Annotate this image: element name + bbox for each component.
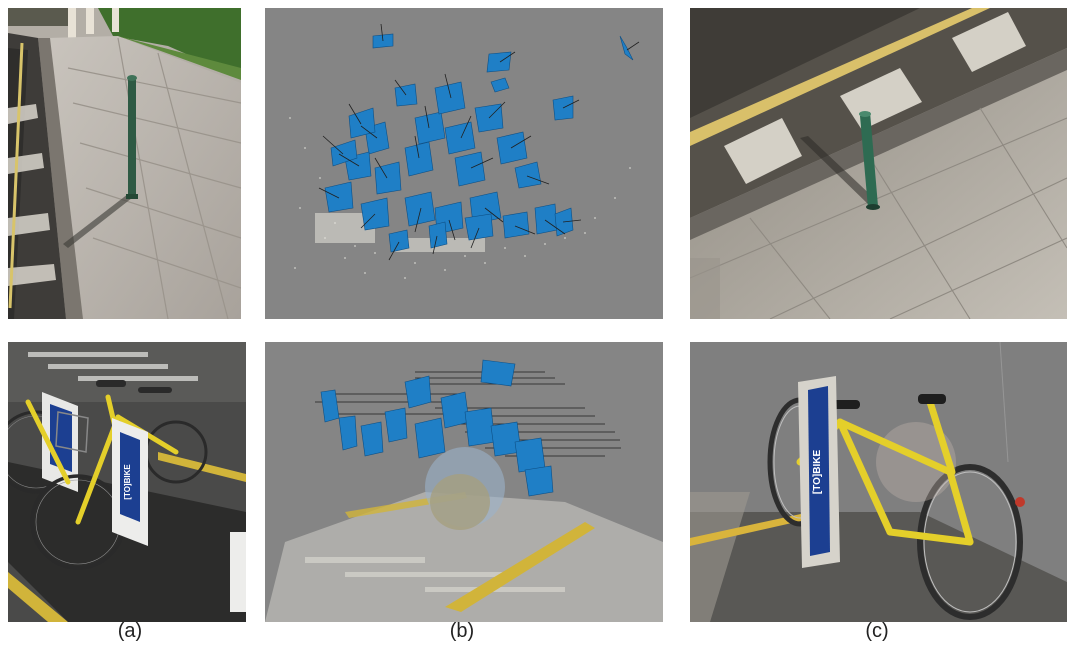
dense-reconstruction-bike: [TO]BIKE [690,342,1067,622]
station-logo-text: [TO]BIKE [123,464,132,500]
photo-bike-sharing-station: [TO]BIKE [8,342,246,622]
dense-reconstruction-bollard [690,8,1067,319]
station-logo-text-reconstruction: [TO]BIKE [812,450,823,495]
photo-sidewalk-bollard [8,8,241,319]
caption-b: (b) [449,620,475,642]
sfm-camera-poses-bollard [265,8,663,319]
sfm-camera-poses-bike [265,342,663,622]
caption-a: (a) [117,620,143,642]
caption-c: (c) [865,620,889,642]
